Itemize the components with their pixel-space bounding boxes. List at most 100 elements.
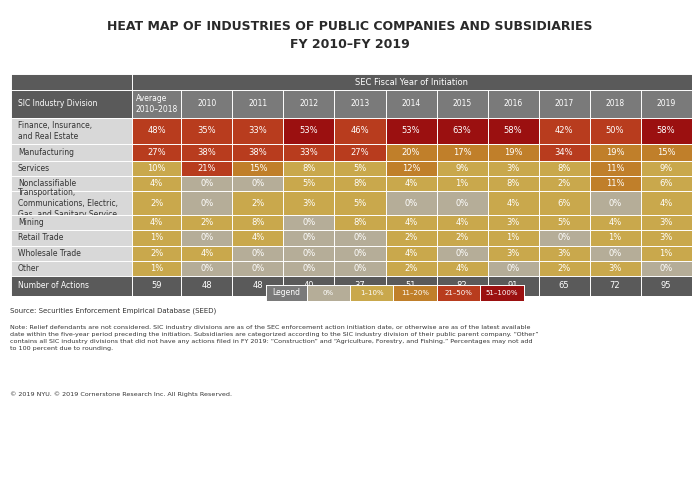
Text: 0%: 0% (302, 249, 316, 258)
Text: 2015: 2015 (452, 99, 472, 108)
Text: 3%: 3% (302, 199, 316, 208)
Text: 2011: 2011 (248, 99, 267, 108)
Text: 0%: 0% (405, 199, 418, 208)
Text: 0%: 0% (302, 218, 316, 228)
Text: 0%: 0% (659, 264, 673, 273)
Text: SIC Industry Division: SIC Industry Division (18, 99, 97, 108)
Text: 72: 72 (610, 281, 620, 290)
Text: 12%: 12% (402, 164, 420, 173)
Text: 6%: 6% (659, 179, 673, 188)
Text: 48%: 48% (147, 126, 166, 135)
Text: 40: 40 (304, 281, 314, 290)
Text: 11–20%: 11–20% (401, 290, 429, 296)
Text: 65: 65 (559, 281, 569, 290)
Text: 4%: 4% (456, 264, 469, 273)
Text: 1%: 1% (150, 264, 163, 273)
Text: 58%: 58% (504, 126, 522, 135)
Text: 0%: 0% (200, 179, 214, 188)
Text: FY 2010–FY 2019: FY 2010–FY 2019 (290, 37, 410, 51)
Text: 4%: 4% (251, 233, 265, 242)
Text: 0%: 0% (456, 249, 469, 258)
Text: 2%: 2% (557, 179, 570, 188)
Text: 2%: 2% (456, 233, 469, 242)
Text: Wholesale Trade: Wholesale Trade (18, 249, 80, 258)
Text: 0%: 0% (302, 264, 316, 273)
Text: 4%: 4% (200, 249, 214, 258)
Text: 5%: 5% (302, 179, 316, 188)
Text: 48: 48 (253, 281, 263, 290)
Text: 5%: 5% (354, 164, 367, 173)
Text: 0%: 0% (354, 233, 367, 242)
Text: 2%: 2% (200, 218, 214, 228)
Text: 0%: 0% (506, 264, 519, 273)
Text: 2%: 2% (405, 233, 418, 242)
Text: 3%: 3% (659, 218, 673, 228)
Text: 38%: 38% (197, 148, 216, 157)
Text: 15%: 15% (248, 164, 267, 173)
Text: 0%: 0% (456, 199, 469, 208)
Text: 4%: 4% (506, 199, 519, 208)
Text: 0%: 0% (557, 233, 570, 242)
Text: 38%: 38% (248, 148, 267, 157)
Text: Mining: Mining (18, 218, 43, 228)
Text: 51–100%: 51–100% (486, 290, 518, 296)
Text: 46%: 46% (351, 126, 370, 135)
Text: 10%: 10% (147, 164, 166, 173)
Text: Note: Relief defendants are not considered. SIC industry divisions are as of the: Note: Relief defendants are not consider… (10, 325, 539, 351)
Text: HEAT MAP OF INDUSTRIES OF PUBLIC COMPANIES AND SUBSIDIARIES: HEAT MAP OF INDUSTRIES OF PUBLIC COMPANI… (107, 20, 593, 33)
Text: 1–10%: 1–10% (360, 290, 384, 296)
Text: 33%: 33% (248, 126, 267, 135)
Text: 63%: 63% (453, 126, 471, 135)
Text: 27%: 27% (351, 148, 370, 157)
Text: 51: 51 (406, 281, 416, 290)
Text: 9%: 9% (456, 164, 469, 173)
Text: Manufacturing: Manufacturing (18, 148, 74, 157)
Text: 2%: 2% (150, 199, 163, 208)
Text: 1%: 1% (506, 233, 519, 242)
Text: 2013: 2013 (351, 99, 370, 108)
Text: 1%: 1% (608, 233, 622, 242)
Text: 0%: 0% (200, 233, 214, 242)
Text: 8%: 8% (251, 218, 265, 228)
Text: 5%: 5% (354, 199, 367, 208)
Text: 1%: 1% (456, 179, 469, 188)
Text: Nonclassifiable: Nonclassifiable (18, 179, 76, 188)
Text: 3%: 3% (608, 264, 622, 273)
Text: 8%: 8% (506, 179, 519, 188)
Text: 4%: 4% (150, 179, 163, 188)
Text: 8%: 8% (557, 164, 570, 173)
Text: 2%: 2% (251, 199, 265, 208)
Text: 2016: 2016 (503, 99, 523, 108)
Text: 42%: 42% (555, 126, 573, 135)
Text: 53%: 53% (402, 126, 420, 135)
Text: 35%: 35% (197, 126, 216, 135)
Text: 11%: 11% (606, 164, 624, 173)
Text: Number of Actions: Number of Actions (18, 281, 89, 290)
Text: 1%: 1% (150, 233, 163, 242)
Text: 3%: 3% (659, 233, 673, 242)
Text: 95: 95 (661, 281, 671, 290)
Text: Average
2010–2018: Average 2010–2018 (136, 94, 178, 114)
Text: 53%: 53% (300, 126, 318, 135)
Text: 59: 59 (151, 281, 162, 290)
Text: 19%: 19% (606, 148, 624, 157)
Text: 2018: 2018 (606, 99, 624, 108)
Text: 2%: 2% (405, 264, 418, 273)
Text: 3%: 3% (506, 249, 519, 258)
Text: 21%: 21% (197, 164, 216, 173)
Text: 4%: 4% (405, 249, 418, 258)
Text: 6%: 6% (557, 199, 570, 208)
Text: 2017: 2017 (554, 99, 574, 108)
Text: 37: 37 (355, 281, 365, 290)
Text: 4%: 4% (405, 179, 418, 188)
Text: Finance, Insurance,
and Real Estate: Finance, Insurance, and Real Estate (18, 120, 92, 141)
Text: 11%: 11% (606, 179, 624, 188)
Text: 0%: 0% (354, 264, 367, 273)
Text: 2%: 2% (557, 264, 570, 273)
Text: 0%: 0% (608, 199, 622, 208)
Text: 50%: 50% (606, 126, 624, 135)
Text: Transportation,
Communications, Electric,
Gas, and Sanitary Service: Transportation, Communications, Electric… (18, 188, 118, 219)
Text: 17%: 17% (453, 148, 471, 157)
Text: 2010: 2010 (197, 99, 216, 108)
Text: Source: Securities Enforcement Empirical Database (SEED): Source: Securities Enforcement Empirical… (10, 307, 217, 314)
